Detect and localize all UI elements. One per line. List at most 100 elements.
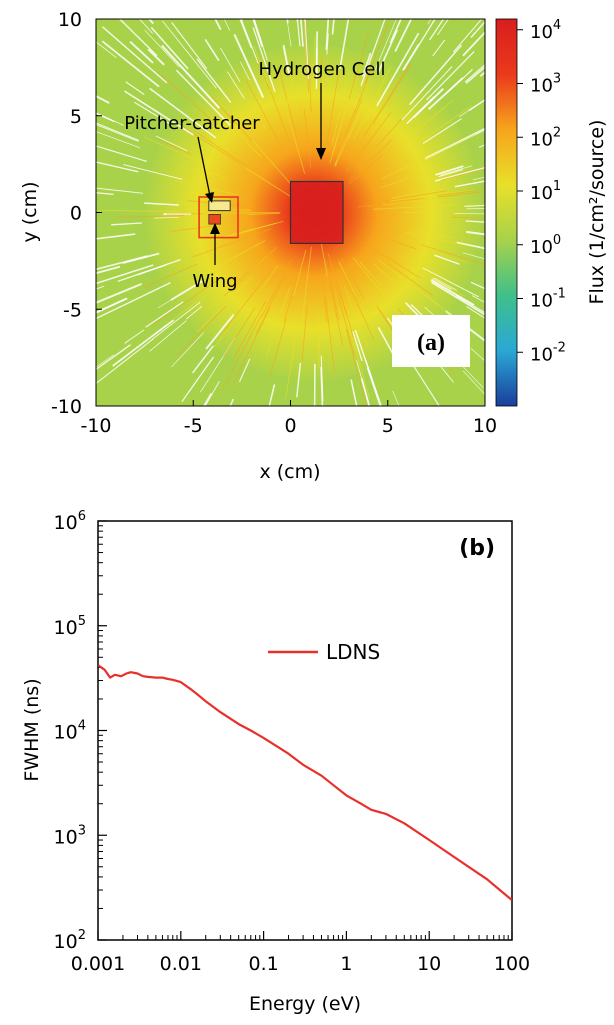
y-tick-label: 103: [54, 823, 86, 848]
flux-ray: [260, 259, 292, 318]
flux-ray: [303, 109, 312, 168]
flux-streak: [171, 332, 204, 368]
flux-ray: [354, 71, 371, 113]
flux-ray: [253, 45, 272, 92]
flux-streak: [14, 270, 64, 282]
flux-streak: [41, 139, 90, 152]
flux-ray: [223, 247, 278, 297]
flux-ray: [303, 20, 309, 93]
flux-streak: [339, 19, 350, 69]
flux-ray: [332, 105, 347, 155]
flux-ray: [384, 237, 417, 250]
flux-ray: [283, 272, 299, 322]
flux-streak: [325, 19, 330, 50]
flux-ray: [178, 305, 226, 356]
flux-streak: [18, 259, 88, 273]
flux-ray: [285, 333, 297, 399]
flux-ray: [96, 210, 180, 212]
flux-streak: [229, 398, 234, 406]
flux-streak: [394, 19, 413, 52]
flux-streak: [161, 44, 221, 109]
flux-ray: [348, 72, 359, 104]
flux-ray: [317, 321, 320, 368]
flux-ray: [289, 70, 299, 116]
flux-ray: [174, 180, 237, 195]
flux-ray: [318, 314, 320, 351]
flux-streak: [434, 254, 460, 265]
flux-streak: [109, 412, 154, 468]
flux-streak: [454, 180, 485, 188]
flux-ray: [211, 96, 236, 124]
flux-ray: [375, 118, 403, 148]
flux-ray: [338, 262, 375, 340]
flux-streak: [326, 33, 329, 55]
flux-ray: [192, 228, 272, 258]
flux-ray: [308, 58, 312, 112]
flux-ray: [240, 86, 267, 130]
colorbar-tick-label: 104: [530, 18, 561, 43]
flux-ray: [287, 104, 302, 154]
flux-streak: [341, 0, 351, 15]
flux-streak: [426, 50, 475, 101]
flux-streak: [453, 19, 483, 53]
flux-streak: [96, 124, 139, 142]
flux-ray: [293, 249, 307, 296]
flux-streak: [118, 19, 158, 57]
flux-streak: [322, 0, 324, 17]
flux-streak: [0, 268, 86, 289]
region-wing: [208, 213, 221, 225]
x-tick-label: 0: [284, 415, 296, 437]
flux-ray: [381, 176, 410, 189]
flux-streak: [96, 112, 115, 123]
colorbar-tick-label: 10-2: [530, 340, 566, 365]
flux-ray: [181, 125, 242, 165]
flux-ray: [269, 318, 287, 377]
flux-streak: [253, 19, 268, 61]
flux-streak: [96, 95, 110, 104]
flux-streak: [438, 169, 464, 178]
flux-ray: [330, 262, 347, 315]
flux-streak: [513, 270, 547, 280]
flux-streak: [422, 267, 479, 298]
x-tick-label: 0.01: [160, 953, 202, 975]
flux-ray: [281, 93, 306, 174]
panel-a-axes: -10 -5 0 5 10 -10 -5 0 5 10: [51, 9, 497, 437]
flux-streak: [124, 329, 145, 344]
flux-streak: [220, 47, 241, 83]
flux-streak: [275, 423, 281, 456]
flux-ray: [422, 272, 465, 297]
flux-streak: [239, 19, 253, 48]
region-pitcher-catcher-box: [198, 196, 239, 239]
flux-ray: [245, 79, 285, 154]
flux-ray: [357, 197, 425, 208]
flux-map: [0, 0, 547, 468]
flux-streak: [374, 19, 397, 71]
flux-streak: [308, 418, 310, 463]
flux-ray: [373, 204, 455, 210]
x-tick-label: 0.1: [248, 953, 278, 975]
y-tick-label: 0: [70, 203, 82, 225]
x-tick-label: 10: [417, 953, 441, 975]
flux-ray: [353, 67, 392, 140]
flux-streak: [470, 348, 485, 362]
flux-streak: [96, 344, 131, 371]
flux-streak: [370, 0, 387, 10]
flux-streak: [252, 19, 264, 47]
flux-streak: [170, 280, 203, 301]
flux-streak: [425, 127, 485, 159]
flux-streak: [149, 87, 217, 139]
flux-ray: [159, 139, 192, 155]
flux-ray: [232, 127, 263, 158]
flux-streak: [124, 90, 194, 136]
flux-ray: [212, 240, 266, 270]
flux-ray: [388, 263, 434, 296]
flux-ray: [352, 257, 398, 312]
y-tick-label: 102: [54, 928, 86, 953]
flux-streak: [402, 19, 436, 71]
flux-streak: [144, 29, 180, 68]
y-tick-label: 104: [54, 719, 86, 744]
flux-ray: [259, 265, 279, 292]
flux-streak: [125, 81, 145, 95]
flux-streak: [331, 19, 335, 35]
flux-streak: [392, 390, 400, 406]
